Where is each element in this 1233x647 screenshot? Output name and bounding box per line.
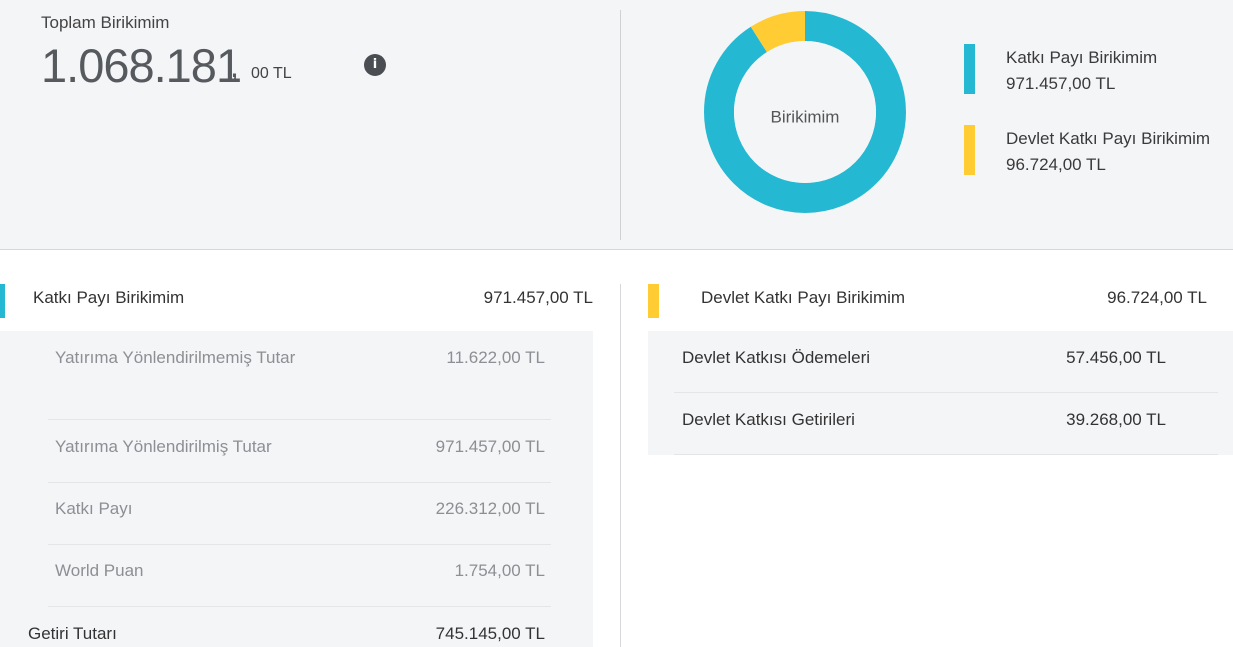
devlet-katki-header[interactable]: Devlet Katkı Payı Birikimim 96.724,00 TL bbox=[648, 284, 1233, 320]
getiri-value: 745.145,00 TL bbox=[435, 624, 545, 643]
donut-hole bbox=[734, 41, 876, 183]
info-icon[interactable]: i bbox=[364, 54, 386, 76]
detail-value: 971.457,00 TL bbox=[435, 437, 545, 456]
katki-payi-title: Katkı Payı Birikimim bbox=[33, 288, 185, 307]
devlet-katki-title: Devlet Katkı Payı Birikimim bbox=[701, 288, 906, 307]
summary-section: Toplam Birikimim 1.068.181 , 00 TL i Bir… bbox=[0, 0, 1233, 250]
detail-label: Devlet Katkısı Getirileri bbox=[682, 410, 855, 429]
devlet-katki-accent bbox=[648, 284, 659, 318]
detail-label: Yatırıma Yönlendirilmemiş Tutar bbox=[55, 348, 296, 367]
legend-name: Katkı Payı Birikimim bbox=[1006, 48, 1158, 67]
detail-value: 57.456,00 TL bbox=[1066, 348, 1166, 367]
katki-payi-total: 971.457,00 TL bbox=[483, 288, 593, 307]
detail-value: 1.754,00 TL bbox=[454, 561, 545, 580]
total-label: Toplam Birikimim bbox=[41, 13, 170, 32]
devlet-katki-details: Devlet Katkısı Ödemeleri 57.456,00 TL De… bbox=[648, 331, 1233, 455]
detail-row: Devlet Katkısı Getirileri 39.268,00 TL bbox=[674, 393, 1218, 455]
savings-donut-chart: Birikimim bbox=[704, 11, 906, 213]
legend-name: Devlet Katkı Payı Birikimim bbox=[1006, 129, 1211, 148]
detail-label: Katkı Payı bbox=[55, 499, 133, 518]
total-integer: 1.068.181 bbox=[41, 39, 242, 92]
legend-swatch-katki-payi bbox=[964, 44, 975, 94]
detail-label: World Puan bbox=[55, 561, 144, 580]
legend-swatch-devlet-katki bbox=[964, 125, 975, 175]
detail-label: Devlet Katkısı Ödemeleri bbox=[682, 348, 871, 367]
katki-payi-details bbox=[0, 331, 593, 647]
devlet-katki-total: 96.724,00 TL bbox=[1107, 288, 1207, 307]
getiri-label: Getiri Tutarı bbox=[28, 624, 117, 643]
total-decimal: 00 TL bbox=[251, 65, 292, 82]
detail-value: 226.312,00 TL bbox=[435, 499, 545, 518]
detail-row: Katkı Payı 226.312,00 TL bbox=[48, 483, 551, 545]
katki-payi-header[interactable]: Katkı Payı Birikimim 971.457,00 TL bbox=[0, 284, 600, 320]
detail-row: Devlet Katkısı Ödemeleri 57.456,00 TL bbox=[674, 331, 1218, 393]
divider bbox=[620, 284, 621, 647]
legend-value: 971.457,00 TL bbox=[1006, 74, 1116, 93]
detail-row: World Puan 1.754,00 TL bbox=[48, 545, 551, 607]
donut-segment bbox=[704, 11, 906, 213]
detail-value: 11.622,00 TL bbox=[446, 348, 545, 367]
katki-payi-accent bbox=[0, 284, 5, 318]
legend-value: 96.724,00 TL bbox=[1006, 155, 1106, 174]
divider bbox=[620, 10, 621, 240]
donut-center-label: Birikimim bbox=[771, 107, 840, 126]
total-comma: , bbox=[230, 48, 239, 84]
detail-row: Yatırıma Yönlendirilmemiş Tutar 11.622,0… bbox=[48, 331, 551, 420]
detail-value: 39.268,00 TL bbox=[1066, 410, 1166, 429]
detail-row: Yatırıma Yönlendirilmiş Tutar 971.457,00… bbox=[48, 420, 551, 483]
detail-label: Yatırıma Yönlendirilmiş Tutar bbox=[55, 437, 272, 456]
